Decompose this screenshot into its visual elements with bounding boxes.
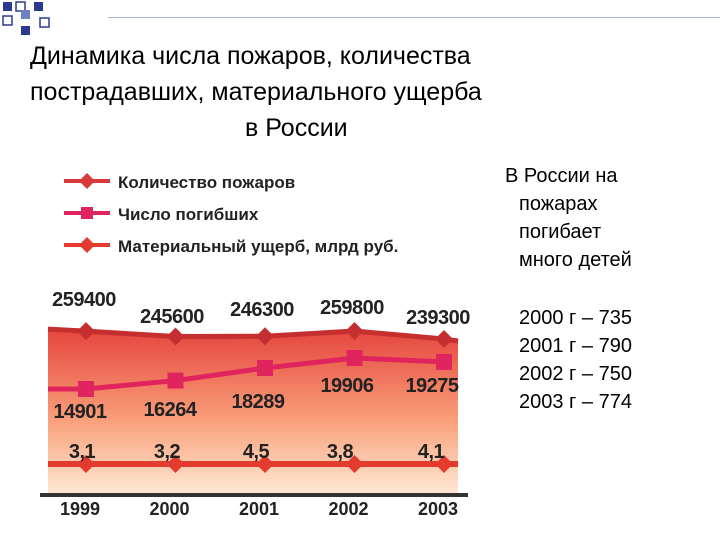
point-fires [77, 322, 95, 341]
side-line: погибает [519, 221, 602, 243]
area-fill [48, 329, 458, 495]
data-label-deaths: 18289 [231, 391, 284, 413]
data-label-deaths: 14901 [53, 401, 106, 423]
chart-plot: 259400 245600 246300 259800 239300 14901 16264… [47, 289, 471, 495]
data-label-deaths: 19906 [320, 375, 373, 397]
title-rule [108, 17, 720, 18]
year-stat: 2000 г – 735 [519, 307, 632, 329]
point-deaths [78, 381, 94, 397]
x-tick-label: 2003 [418, 499, 458, 519]
data-label-fires: 245600 [140, 306, 204, 328]
point-deaths [346, 350, 363, 366]
side-note: В России на пожарах погибает много детей… [505, 162, 715, 416]
data-label-damage: 3,1 [69, 441, 96, 463]
deco-square [21, 10, 30, 19]
x-tick-label: 1999 [60, 499, 100, 519]
data-label-damage: 3,2 [154, 441, 181, 463]
year-stat: 2003 г – 774 [519, 391, 632, 413]
side-line: пожарах [519, 193, 598, 215]
point-deaths [167, 372, 184, 389]
point-fires [166, 327, 185, 346]
point-fires [256, 327, 274, 346]
data-label-deaths: 16264 [143, 399, 197, 421]
deco-square [2, 15, 13, 26]
deco-square [21, 26, 30, 35]
data-label-fires: 246300 [230, 299, 294, 321]
data-label-damage: 4,5 [243, 441, 270, 463]
point-damage [166, 455, 185, 473]
deco-square [39, 17, 50, 28]
point-deaths [436, 353, 452, 370]
legend-label: Число погибших [118, 205, 259, 224]
x-axis: 1999 2000 2001 2002 2003 [40, 493, 468, 519]
x-tick-label: 2001 [239, 499, 279, 519]
data-label-fires: 239300 [406, 307, 470, 329]
x-tick-label: 2002 [328, 499, 368, 519]
deco-square [3, 2, 12, 11]
deco-square [15, 1, 26, 12]
legend-marker [81, 207, 93, 219]
legend-label: Материальный ущерб, млрд руб. [118, 237, 398, 256]
point-damage [435, 455, 453, 473]
data-label-damage: 4,1 [418, 441, 445, 463]
data-label-fires: 259400 [52, 289, 116, 311]
title-decoration [2, 1, 50, 35]
point-fires [435, 330, 453, 348]
x-tick-label: 2000 [149, 499, 189, 519]
page-title: Динамика числа пожаров, количества постр… [30, 38, 690, 146]
side-line: В России на [505, 165, 618, 187]
year-stat: 2002 г – 750 [519, 363, 632, 385]
legend-marker [79, 237, 95, 253]
point-damage [256, 455, 274, 473]
title-line-2: пострадавших, материального ущерба [30, 78, 482, 106]
chart-svg: Количество пожаров Число погибших Материал… [40, 173, 471, 519]
data-label-fires: 259800 [320, 297, 384, 319]
point-fires [345, 322, 364, 340]
legend-label: Количество пожаров [118, 173, 295, 192]
series-line-damage [48, 461, 458, 467]
point-deaths [257, 360, 273, 377]
side-line: много детей [519, 249, 632, 271]
legend-marker [79, 173, 95, 189]
year-stat: 2001 г – 790 [519, 335, 632, 357]
point-damage [345, 455, 364, 473]
title-line-1: Динамика числа пожаров, количества [30, 42, 471, 70]
deco-square [34, 2, 43, 11]
data-label-damage: 3,8 [327, 441, 354, 463]
chart: Количество пожаров Число погибших Материал… [40, 160, 471, 540]
title-line-3: в России [245, 114, 348, 142]
data-label-deaths: 19275 [405, 375, 458, 397]
point-damage [77, 455, 95, 473]
chart-legend: Количество пожаров Число погибших Материал… [64, 173, 398, 256]
